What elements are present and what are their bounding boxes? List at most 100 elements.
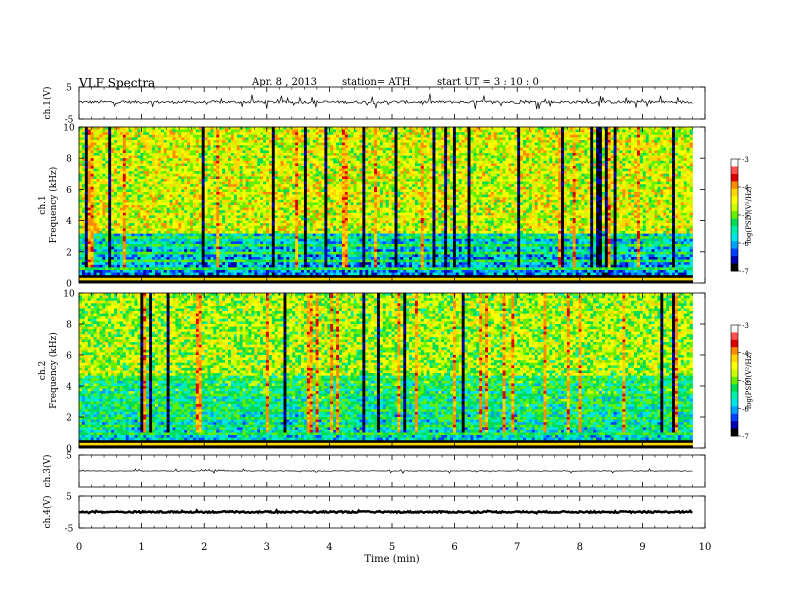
spectrogram-cell bbox=[546, 179, 550, 182]
spectrogram-cell bbox=[642, 184, 647, 188]
spectrogram-cell bbox=[178, 155, 182, 159]
spectrogram-cell bbox=[435, 150, 439, 154]
spectrogram-cell bbox=[233, 140, 238, 143]
spectrogram-cell bbox=[277, 155, 281, 159]
spectrogram-cell bbox=[394, 158, 398, 162]
spectrogram-cell bbox=[514, 171, 518, 175]
spectrogram-cell bbox=[482, 168, 486, 172]
spectrogram-cell bbox=[473, 153, 477, 156]
spectrogram-cell bbox=[201, 171, 206, 175]
spectrogram-cell bbox=[81, 171, 86, 175]
spectrogram-cell bbox=[184, 142, 188, 146]
spectrogram-cell bbox=[204, 179, 208, 182]
spectrogram-cell bbox=[81, 153, 86, 156]
spectrogram-cell bbox=[487, 184, 492, 188]
spectrogram-cell bbox=[558, 140, 562, 143]
spectrogram-cell bbox=[219, 132, 223, 136]
spectrogram-cell bbox=[619, 176, 623, 180]
spectrogram-cell bbox=[584, 160, 588, 164]
spectrogram-cell bbox=[397, 150, 401, 154]
spectrogram-cell bbox=[175, 129, 179, 133]
spectrogram-cell bbox=[432, 181, 436, 185]
spectrogram-cell bbox=[248, 168, 252, 172]
spectrogram-cell bbox=[499, 150, 503, 154]
spectrogram-cell bbox=[683, 129, 688, 133]
spectrogram-cell bbox=[336, 147, 340, 151]
spectrogram-cell bbox=[672, 181, 676, 185]
spectrogram-cell bbox=[546, 129, 550, 133]
spectrogram-cell bbox=[330, 150, 334, 154]
spectrogram-cell bbox=[254, 171, 258, 175]
spectrogram-cell bbox=[160, 153, 165, 156]
spectrogram-cell bbox=[254, 150, 258, 154]
spectrogram-cell bbox=[631, 184, 635, 188]
spectrogram-cell bbox=[508, 176, 512, 180]
spectrogram-cell bbox=[409, 179, 413, 182]
spectrogram-cell bbox=[414, 181, 419, 185]
spectrogram-cell bbox=[496, 179, 501, 182]
spectrogram-cell bbox=[654, 158, 658, 162]
spectrogram-cell bbox=[628, 134, 632, 138]
spectrogram-cell bbox=[610, 137, 614, 141]
spectrogram-cell bbox=[239, 181, 243, 185]
spectrogram-cell bbox=[79, 181, 83, 185]
spectrogram-cell bbox=[648, 155, 652, 159]
spectrogram-cell bbox=[520, 179, 524, 182]
spectrogram-cell bbox=[569, 171, 574, 175]
spectrogram-cell bbox=[347, 132, 352, 136]
spectrogram-cell bbox=[666, 140, 670, 143]
spectrogram-cell bbox=[669, 137, 673, 141]
spectrogram-cell bbox=[303, 158, 308, 162]
spectrogram-cell bbox=[452, 173, 457, 177]
spectrogram-cell bbox=[312, 168, 317, 172]
spectrogram-cell bbox=[371, 129, 375, 133]
spectrogram-cell bbox=[441, 142, 445, 146]
spectrogram-cell bbox=[575, 173, 579, 177]
spectrogram-cell bbox=[108, 155, 112, 159]
spectrogram-cell bbox=[563, 142, 568, 146]
spectrogram-cell bbox=[122, 168, 127, 172]
spectrogram-cell bbox=[268, 127, 273, 130]
spectrogram-cell bbox=[172, 132, 176, 136]
spectrogram-cell bbox=[601, 163, 606, 167]
spectrogram-cell bbox=[417, 140, 422, 143]
spectrogram-cell bbox=[245, 171, 249, 175]
spectrogram-cell bbox=[561, 140, 565, 143]
spectrogram-cell bbox=[470, 153, 474, 156]
spectrogram-cell bbox=[409, 171, 413, 175]
spectrogram-cell bbox=[289, 155, 293, 159]
spectrogram-cell bbox=[359, 145, 363, 149]
spectrogram-cell bbox=[382, 179, 387, 182]
spectrogram-cell bbox=[204, 163, 208, 167]
spectrogram-cell bbox=[628, 137, 632, 141]
spectrogram-cell bbox=[190, 137, 194, 141]
spectrogram-cell bbox=[213, 150, 217, 154]
spectrogram-cell bbox=[429, 153, 433, 156]
spectrogram-cell bbox=[432, 153, 436, 156]
spectrogram-cell bbox=[152, 160, 156, 164]
spectrogram-cell bbox=[514, 163, 518, 167]
spectrogram-cell bbox=[473, 132, 477, 136]
spectrogram-cell bbox=[309, 145, 314, 149]
spectrogram-cell bbox=[233, 132, 238, 136]
spectrogram-cell bbox=[207, 150, 211, 154]
spectrogram-cell bbox=[184, 168, 188, 172]
spectrogram-cell bbox=[172, 137, 176, 141]
spectrogram-cell bbox=[686, 137, 690, 141]
spectrogram-cell bbox=[636, 132, 641, 136]
spectrogram-cell bbox=[563, 176, 568, 180]
spectrogram-cell bbox=[689, 127, 693, 130]
spectrogram-cell bbox=[666, 179, 670, 182]
spectrogram-cell bbox=[654, 150, 658, 154]
spectrogram-cell bbox=[149, 181, 153, 185]
spectrogram-cell bbox=[417, 150, 422, 154]
spectrogram-cell bbox=[90, 150, 95, 154]
spectrogram-cell bbox=[298, 155, 302, 159]
spectrogram-cell bbox=[409, 147, 413, 151]
spectrogram-cell bbox=[227, 179, 232, 182]
spectrogram-cell bbox=[651, 155, 655, 159]
spectrogram-cell bbox=[125, 168, 130, 172]
spectrogram-cell bbox=[216, 140, 220, 143]
spectrogram-cell bbox=[321, 173, 325, 177]
spectrogram-cell bbox=[590, 134, 594, 138]
